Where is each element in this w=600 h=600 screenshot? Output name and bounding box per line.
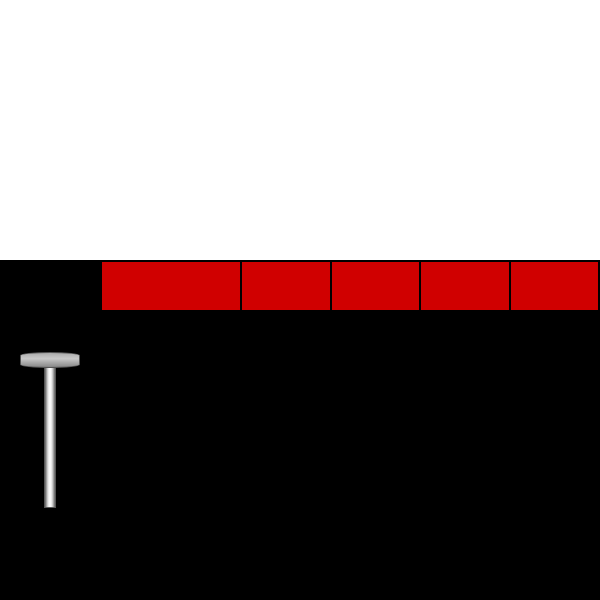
product-image-row — [0, 0, 600, 260]
side-product-image — [0, 260, 100, 600]
table-header-row — [101, 261, 599, 311]
side-drill-bit — [20, 352, 80, 508]
spec-table-section — [0, 260, 600, 600]
col-diameter — [241, 261, 331, 311]
bit-head-icon — [20, 352, 80, 368]
spec-table-body — [101, 311, 599, 599]
col-thickness — [331, 261, 421, 311]
col-handle-diameter — [420, 261, 510, 311]
bit-shaft-icon — [44, 368, 56, 508]
col-specifications — [101, 261, 241, 311]
col-total-length — [510, 261, 600, 311]
spec-table — [100, 260, 600, 600]
